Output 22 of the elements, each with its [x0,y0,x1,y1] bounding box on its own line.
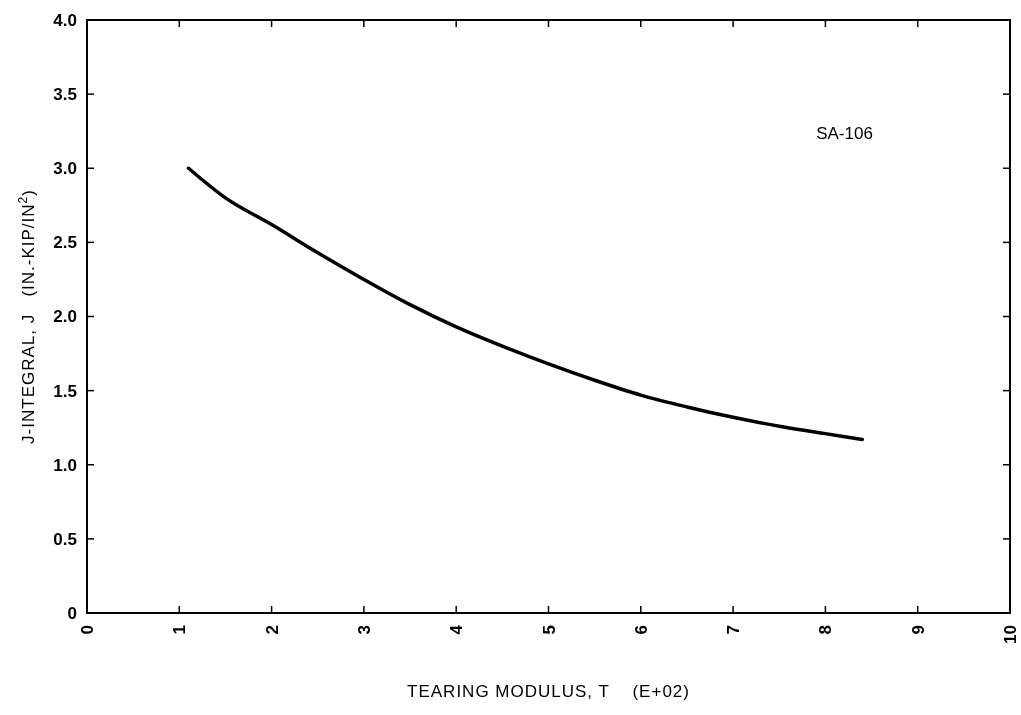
x-tick-label: 6 [631,625,651,635]
x-tick-label: 8 [816,625,836,635]
x-tick-label: 9 [908,625,928,635]
x-tick-label: 2 [262,625,282,635]
x-axis-title: TEARING MODULUS, T (E+02) [407,682,690,701]
y-tick-label: 4.0 [53,10,77,30]
y-tick-label: 3.5 [53,85,77,105]
x-tick-label: 1 [170,625,190,635]
y-tick-label: 2.0 [53,307,77,327]
x-tick-label: 4 [447,624,467,635]
x-tick-label: 0 [78,625,97,635]
y-tick-label: 1.5 [53,381,77,401]
x-tick-label: 3 [354,625,374,635]
x-tick-label: 5 [539,625,559,635]
line-series [186,166,865,442]
annotation: SA-106 [816,123,873,143]
y-tick-label: 0.5 [53,529,77,549]
y-tick-label: 3.0 [53,159,77,179]
x-tick-label: 7 [724,625,744,635]
y-tick-label: 2.5 [53,233,77,253]
x-tick-label: 10 [1001,625,1020,644]
y-tick-label: 1.0 [53,455,77,475]
